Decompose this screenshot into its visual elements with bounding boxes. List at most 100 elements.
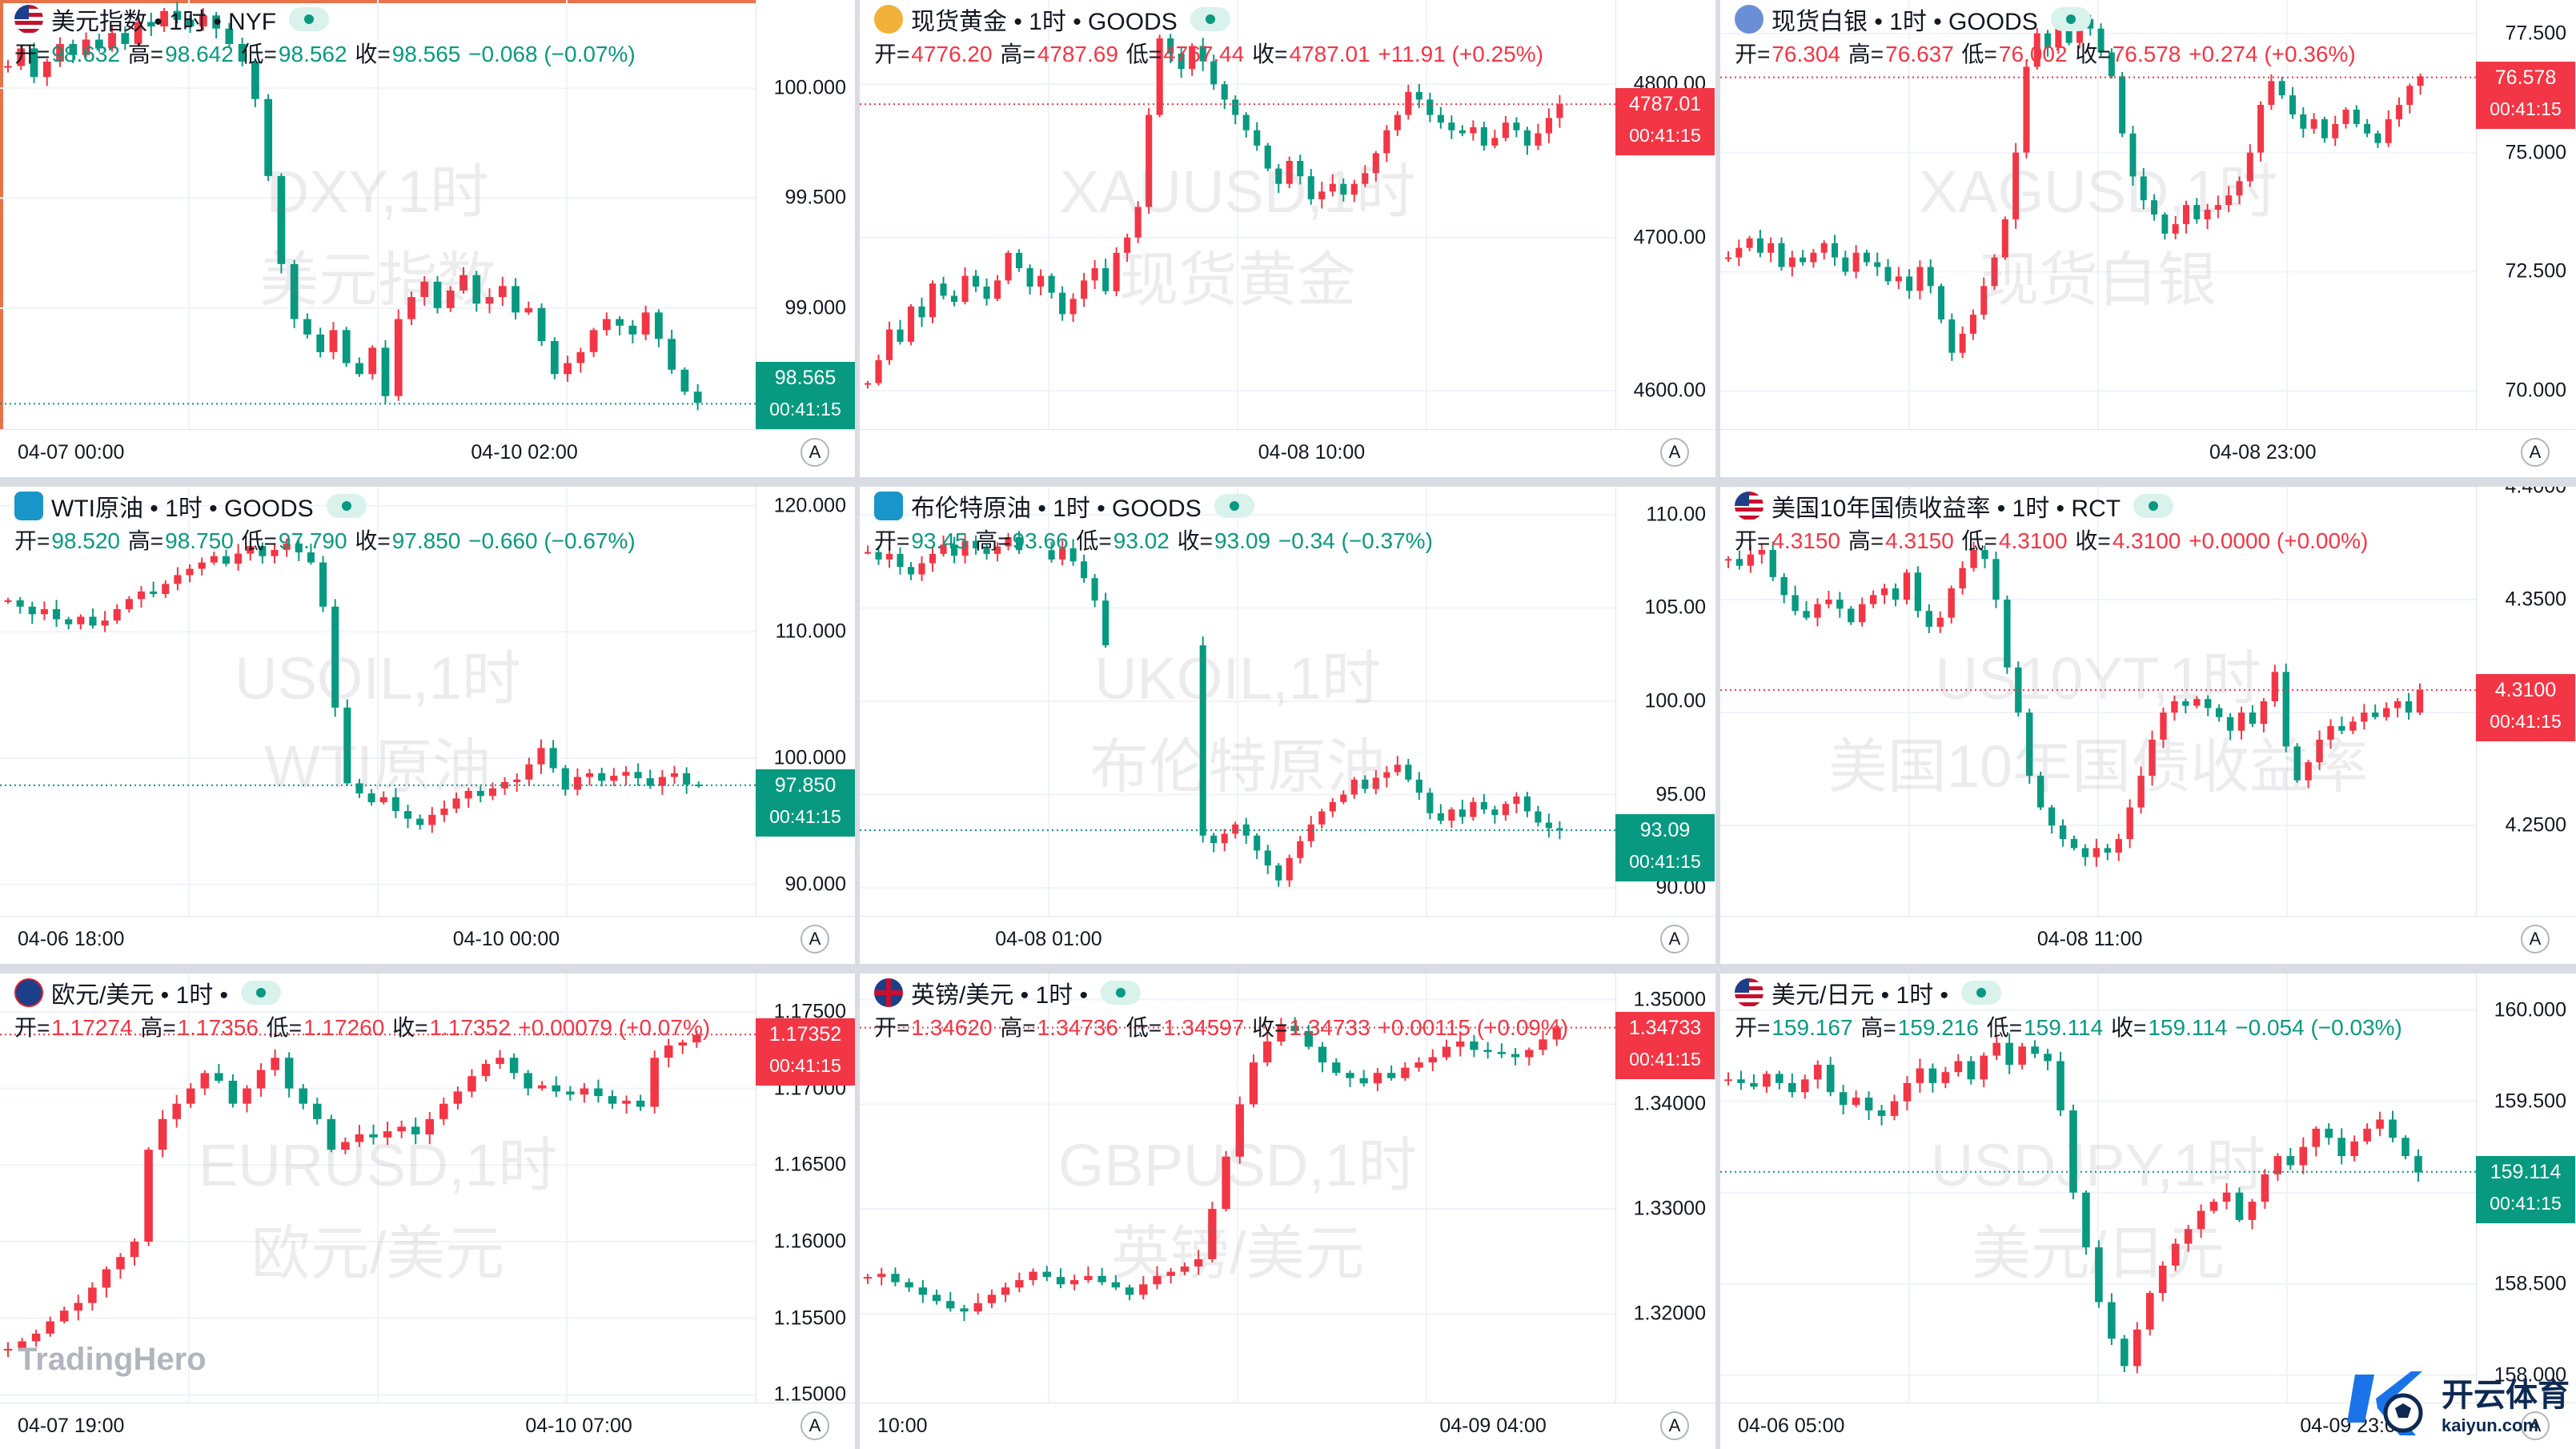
candle-body bbox=[994, 546, 1001, 554]
auto-scale-button[interactable]: A bbox=[2521, 925, 2550, 953]
candle-body bbox=[2235, 1192, 2244, 1220]
last-price-value: 98.565 bbox=[774, 367, 837, 389]
ohlc-high-value: 4787.69 bbox=[1037, 42, 1118, 66]
time-axis[interactable]: 04-07 19:00 04-10 07:00 A bbox=[0, 1403, 855, 1449]
candle-body bbox=[1332, 1062, 1341, 1074]
candle-body bbox=[524, 307, 533, 313]
ohlc-low-label: 低= bbox=[1119, 1015, 1162, 1040]
ohlc-close-value: 76.578 bbox=[2112, 42, 2181, 66]
candle-body bbox=[2300, 114, 2307, 129]
ohlc-high-label: 高= bbox=[134, 1015, 176, 1040]
auto-scale-button[interactable]: A bbox=[800, 1411, 829, 1440]
auto-scale-button[interactable]: A bbox=[2521, 1411, 2550, 1440]
ohlc-open-value: 4776.20 bbox=[911, 42, 993, 66]
auto-scale-button[interactable]: A bbox=[800, 925, 829, 953]
price-tick-label: 120.000 bbox=[773, 494, 846, 517]
candle-body bbox=[144, 1150, 153, 1242]
price-tick-label: 1.35000 bbox=[1633, 988, 1706, 1011]
symbol-header[interactable]: 美元/日元 • 1时 • bbox=[1735, 978, 2002, 1009]
chart-panel[interactable]: US10YT,1时 美国10年国债收益率 美国10年国债收益率 • 1时 • RCT… bbox=[1720, 487, 2576, 964]
candle-body bbox=[1199, 645, 1206, 836]
chart-panel[interactable]: GBPUSD,1时 英镑/美元 英镑/美元 • 1时 • 开=1.34620 高=1.… bbox=[860, 973, 1715, 1449]
symbol-header[interactable]: 美元指数 • 1时 • NYF bbox=[14, 5, 330, 35]
candle-body bbox=[1967, 1061, 1976, 1080]
candle-body bbox=[1895, 276, 1902, 282]
ohlc-close-value: 93.09 bbox=[1214, 528, 1271, 553]
live-dot-icon bbox=[1214, 494, 1254, 518]
candlestick-chart bbox=[1720, 0, 2476, 429]
auto-scale-button[interactable]: A bbox=[1660, 925, 1689, 953]
ohlc-high-value: 98.750 bbox=[165, 528, 234, 553]
candle-body bbox=[929, 283, 937, 318]
price-axis[interactable]: 4800.00 4700.00 4600.00 bbox=[1615, 0, 1715, 429]
candle-body bbox=[1959, 568, 1966, 588]
symbol-header[interactable]: 欧元/美元 • 1时 • bbox=[14, 978, 282, 1009]
candle-body bbox=[1263, 1041, 1272, 1063]
ohlc-high-value: 93.66 bbox=[1012, 528, 1069, 553]
candlestick-chart bbox=[0, 0, 756, 429]
symbol-header[interactable]: 现货黄金 • 1时 • GOODS bbox=[874, 5, 1230, 35]
eu-flag-icon bbox=[14, 978, 43, 1007]
candle-body bbox=[1414, 1062, 1423, 1068]
time-axis[interactable]: 04-07 00:00 04-10 02:00 A bbox=[0, 429, 855, 477]
time-axis[interactable]: 04-06 05:00 04-09 23:00 A bbox=[1720, 1403, 2575, 1449]
ohlc-low-label: 低= bbox=[1955, 528, 1997, 553]
time-axis[interactable]: 04-06 18:00 04-10 00:00 A bbox=[0, 916, 855, 964]
candle-body bbox=[1304, 1030, 1314, 1047]
ohlc-open-value: 98.632 bbox=[51, 42, 120, 66]
candle-body bbox=[636, 1100, 645, 1107]
symbol-header[interactable]: WTI原油 • 1时 • GOODS bbox=[14, 492, 367, 522]
candle-body bbox=[420, 281, 429, 298]
chart-panel[interactable]: USOIL,1时 WTI原油 WTI原油 • 1时 • GOODS 开=98.520 … bbox=[0, 487, 855, 964]
symbol-header[interactable]: 英镑/美元 • 1时 • bbox=[874, 978, 1142, 1009]
candle-body bbox=[1383, 772, 1390, 778]
candle-body bbox=[1350, 779, 1358, 795]
time-axis[interactable]: 04-08 01:00 A bbox=[860, 916, 1715, 964]
auto-scale-button[interactable]: A bbox=[1660, 1411, 1689, 1440]
price-axis[interactable]: 120.000 110.000 100.000 90.000 bbox=[756, 487, 855, 916]
auto-scale-button[interactable]: A bbox=[800, 438, 829, 467]
auto-scale-button[interactable]: A bbox=[2521, 438, 2550, 467]
time-axis[interactable]: 04-08 10:00 A bbox=[860, 429, 1715, 477]
chart-panel[interactable]: XAUUSD,1时 现货黄金 现货黄金 • 1时 • GOODS 开=4776.20 … bbox=[860, 0, 1715, 477]
candle-body bbox=[1737, 1079, 1745, 1083]
oil-barrel-icon bbox=[14, 492, 43, 520]
symbol-header[interactable]: 布伦特原油 • 1时 • GOODS bbox=[874, 492, 1254, 522]
symbol-header[interactable]: 美国10年国债收益率 • 1时 • RCT bbox=[1735, 492, 2174, 522]
candle-body bbox=[1914, 572, 1922, 612]
ohlc-legend: 开=159.167 高=159.216 低=159.114 收=159.114 … bbox=[1735, 1010, 2402, 1042]
candle-body bbox=[428, 814, 436, 825]
price-tick-label: 1.15500 bbox=[773, 1307, 846, 1330]
time-axis[interactable]: 04-08 11:00 A bbox=[1720, 916, 2575, 964]
candle-body bbox=[1869, 595, 1877, 604]
candle-body bbox=[918, 1287, 928, 1295]
candle-body bbox=[1125, 1287, 1134, 1295]
chart-panel[interactable]: DXY,1时 美元指数 美元指数 • 1时 • NYF 开=98.632 高=98.6… bbox=[0, 0, 855, 477]
candle-body bbox=[586, 773, 594, 777]
candle-body bbox=[622, 1100, 631, 1104]
candle-body bbox=[1916, 1068, 1924, 1083]
time-axis[interactable]: 10:00 04-09 04:00 A bbox=[860, 1403, 1715, 1449]
candle-body bbox=[16, 600, 24, 607]
candle-body bbox=[2205, 699, 2212, 708]
candle-body bbox=[2158, 1265, 2167, 1294]
price-axis[interactable]: 100.000 99.500 99.000 bbox=[756, 0, 855, 429]
candle-body bbox=[1470, 801, 1477, 817]
candle-body bbox=[622, 772, 630, 777]
candle-body bbox=[367, 793, 375, 803]
candle-body bbox=[403, 811, 412, 819]
candle-body bbox=[3, 1349, 13, 1351]
candle-body bbox=[2140, 176, 2147, 201]
candle-body bbox=[2184, 1229, 2193, 1244]
symbol-header[interactable]: 现货白银 • 1时 • GOODS bbox=[1735, 5, 2091, 35]
auto-scale-button[interactable]: A bbox=[1660, 438, 1689, 467]
candle-body bbox=[1015, 1280, 1024, 1288]
time-axis[interactable]: 04-08 23:00 A bbox=[1720, 429, 2575, 477]
chart-panel[interactable]: XAGUSD,1时 现货白银 现货白银 • 1时 • GOODS 开=76.304 高… bbox=[1720, 0, 2576, 477]
candle-body bbox=[1556, 828, 1563, 831]
candle-body bbox=[1346, 1073, 1354, 1078]
candle-body bbox=[1539, 1039, 1547, 1050]
candle-body bbox=[929, 553, 937, 564]
chart-panel[interactable]: UKOIL,1时 布伦特原油 布伦特原油 • 1时 • GOODS 开=93.45 高… bbox=[860, 487, 1715, 964]
candle-body bbox=[2361, 712, 2368, 722]
